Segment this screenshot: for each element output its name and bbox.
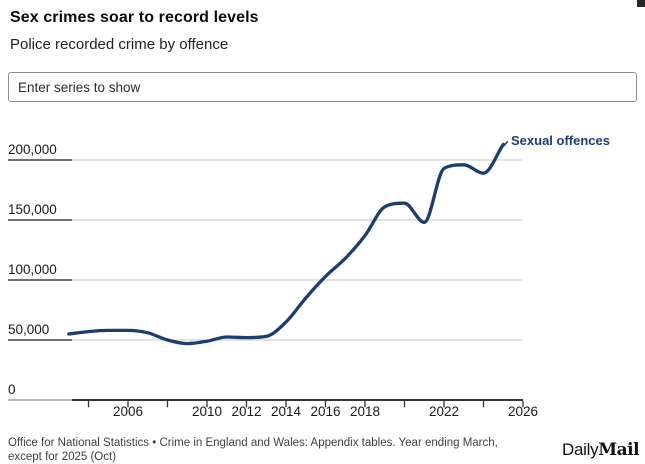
x-tick-label: 2022 [428, 404, 460, 419]
x-tick-label: 2010 [191, 404, 223, 419]
page-subtitle: Police recorded crime by offence [10, 36, 229, 53]
logo-mail-text: Mail [598, 440, 640, 460]
x-tick-label: 2014 [270, 404, 302, 419]
series-label-leader [502, 140, 509, 147]
x-tick-label: 2006 [112, 404, 144, 419]
series-line[interactable] [67, 142, 505, 346]
y-tick-label: 50,000 [8, 322, 50, 337]
x-tick-label: 2018 [349, 404, 381, 419]
page-title: Sex crimes soar to record levels [10, 9, 259, 26]
embed-corner-square [637, 0, 645, 7]
x-tick-label: 2012 [231, 404, 262, 419]
y-tick-label: 150,000 [8, 202, 57, 217]
y-tick-label: 100,000 [8, 262, 57, 277]
source-note-line1: Office for National Statistics • Crime i… [8, 437, 498, 449]
x-tick-label: 2016 [310, 404, 341, 419]
logo-daily-text: Daily [562, 440, 599, 459]
dailymail-logo: DailyMail [562, 440, 640, 460]
y-tick-label: 0 [8, 382, 16, 397]
y-tick-label: 200,000 [8, 142, 57, 157]
series-end-label: Sexual offences [511, 133, 610, 148]
source-note-line2: except for 2025 (Oct) [8, 450, 117, 463]
source-note: Office for National Statistics • Crime i… [8, 437, 553, 464]
x-tick-label: 2026 [507, 404, 539, 419]
series-filter-input[interactable] [8, 72, 637, 102]
